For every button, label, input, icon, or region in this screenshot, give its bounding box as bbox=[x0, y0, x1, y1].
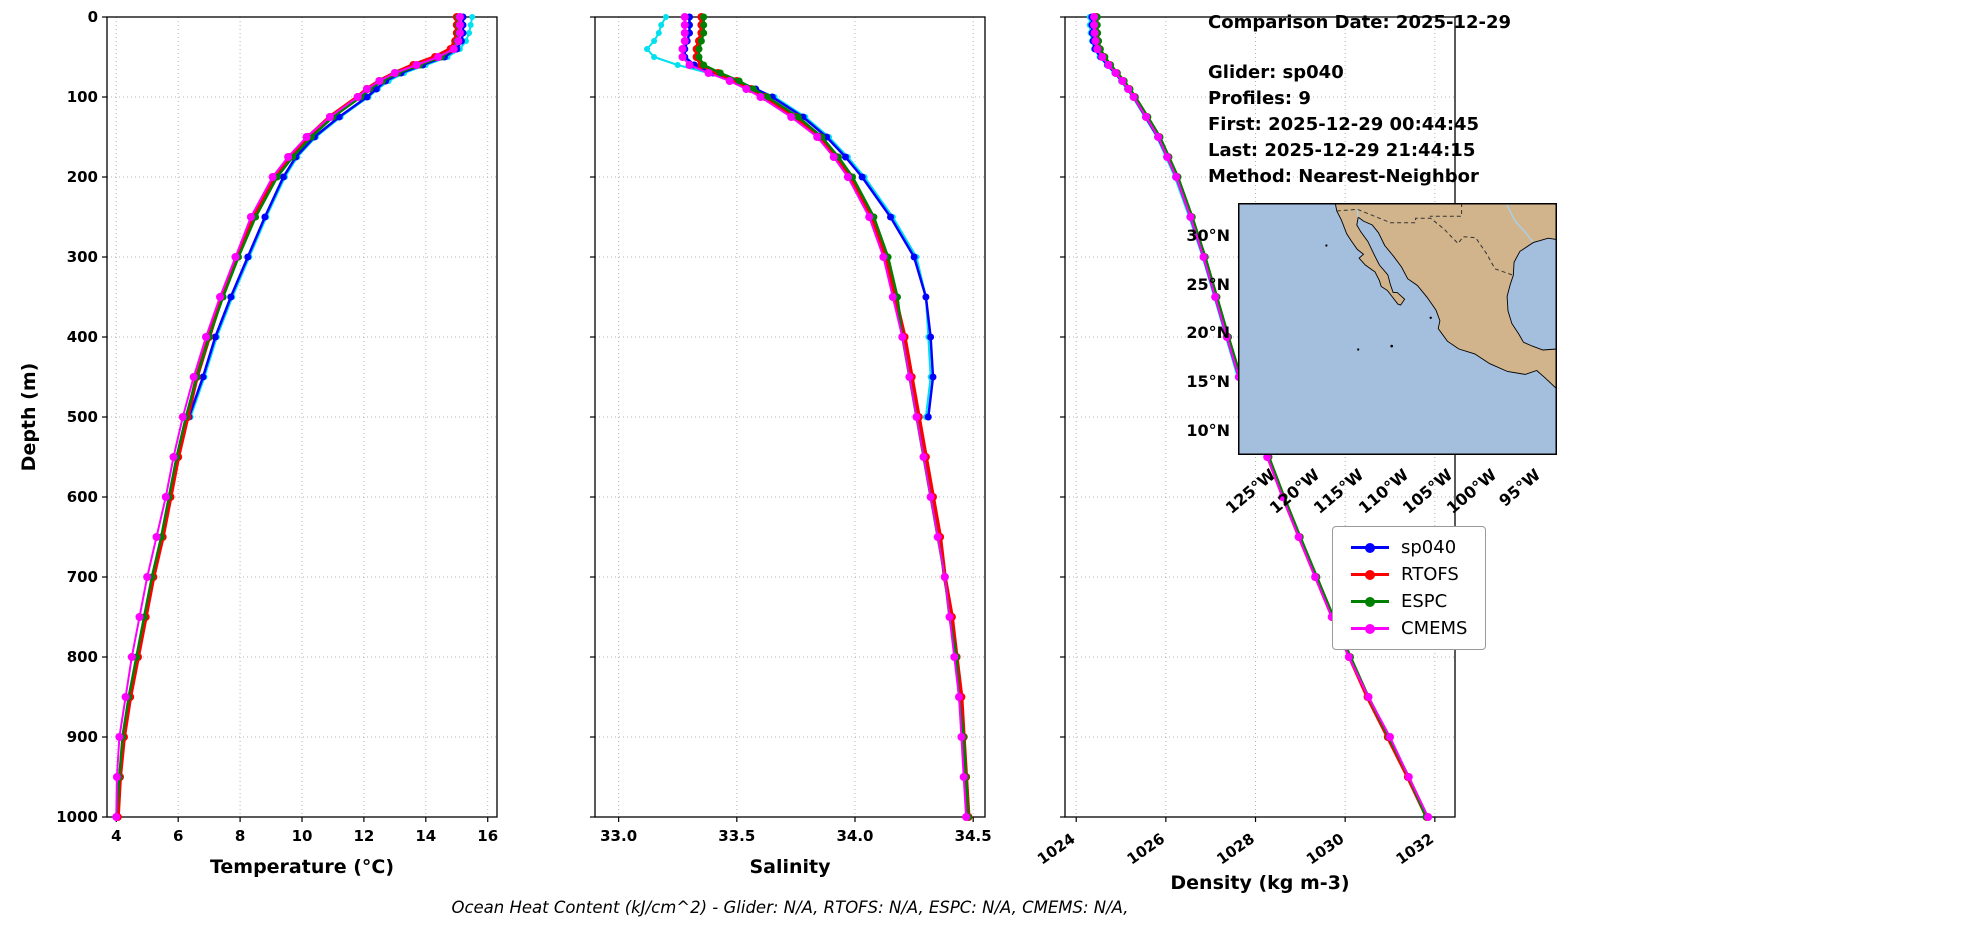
legend-label: CMEMS bbox=[1401, 618, 1468, 639]
svg-text:33.5: 33.5 bbox=[718, 827, 755, 845]
svg-text:Depth (m): Depth (m) bbox=[18, 363, 40, 472]
legend: sp040 RTOFS ESPC CMEMS bbox=[1332, 526, 1487, 650]
info-panel: Comparison Date: 2025-12-29 Glider: sp04… bbox=[1208, 10, 1511, 190]
legend-marker-dot bbox=[1365, 542, 1375, 553]
ocean-heat-content-note: Ocean Heat Content (kJ/cm^2) - Glider: N… bbox=[451, 898, 1129, 917]
legend-line-sample bbox=[1351, 623, 1389, 634]
map-lat-label: 20°N bbox=[1186, 323, 1230, 343]
legend-line-sample bbox=[1351, 569, 1389, 580]
info-spacer bbox=[1208, 36, 1511, 60]
map-lat-label: 25°N bbox=[1186, 274, 1230, 294]
map-frame bbox=[1238, 203, 1557, 455]
map-island bbox=[1325, 244, 1328, 247]
salinity-profile-chart: 33.0 33.5 34.0 34.5 Salinity bbox=[590, 13, 992, 878]
svg-text:100: 100 bbox=[67, 88, 98, 106]
svg-text:1030: 1030 bbox=[1303, 830, 1348, 869]
svg-text:300: 300 bbox=[67, 248, 98, 266]
svg-text:900: 900 bbox=[67, 728, 98, 746]
svg-text:400: 400 bbox=[67, 328, 98, 346]
svg-text:33.0: 33.0 bbox=[600, 827, 637, 845]
legend-line-sample bbox=[1351, 542, 1389, 553]
map-island bbox=[1357, 348, 1360, 351]
profiles-count: Profiles: 9 bbox=[1208, 88, 1311, 109]
map-island bbox=[1429, 316, 1432, 319]
first-profile-time: First: 2025-12-29 00:44:45 bbox=[1208, 114, 1480, 135]
legend-line-sample bbox=[1351, 596, 1389, 607]
svg-text:4: 4 bbox=[111, 827, 121, 845]
legend-marker-dot bbox=[1365, 596, 1375, 607]
svg-text:0: 0 bbox=[88, 8, 98, 26]
svg-text:16: 16 bbox=[477, 827, 498, 845]
svg-text:1028: 1028 bbox=[1213, 830, 1258, 869]
svg-text:800: 800 bbox=[67, 648, 98, 666]
legend-label: sp040 bbox=[1401, 537, 1457, 558]
svg-text:1024: 1024 bbox=[1034, 830, 1079, 869]
location-map bbox=[1238, 203, 1557, 455]
method: Method: Nearest-Neighbor bbox=[1208, 166, 1479, 187]
temperature-profile-chart: 4 6 8 10 12 14 16 0 100 200 300 400 500 600 700 800 900 1… bbox=[18, 8, 498, 878]
svg-text:12: 12 bbox=[353, 827, 374, 845]
map-lat-label: 30°N bbox=[1186, 225, 1230, 245]
legend-entry: sp040 bbox=[1337, 534, 1481, 561]
svg-text:700: 700 bbox=[67, 568, 98, 586]
svg-text:Density (kg m-3): Density (kg m-3) bbox=[1170, 872, 1349, 894]
legend-entry: ESPC bbox=[1337, 588, 1481, 615]
comparison-date: Comparison Date: 2025-12-29 bbox=[1208, 12, 1512, 33]
map-lat-label: 15°N bbox=[1186, 372, 1230, 392]
map-island bbox=[1390, 344, 1393, 348]
map-lat-label: 10°N bbox=[1186, 421, 1230, 441]
map-river bbox=[1356, 209, 1359, 218]
svg-text:Salinity: Salinity bbox=[749, 856, 831, 878]
map-river bbox=[1505, 203, 1534, 243]
svg-text:1000: 1000 bbox=[56, 808, 98, 826]
last-profile-time: Last: 2025-12-29 21:44:15 bbox=[1208, 140, 1476, 161]
map-land bbox=[1334, 203, 1557, 390]
legend-marker-dot bbox=[1365, 569, 1375, 580]
svg-text:1032: 1032 bbox=[1393, 830, 1438, 869]
svg-text:34.0: 34.0 bbox=[836, 827, 873, 845]
svg-text:Temperature (°C): Temperature (°C) bbox=[210, 856, 394, 878]
legend-entry: CMEMS bbox=[1337, 615, 1481, 642]
svg-text:10: 10 bbox=[292, 827, 313, 845]
svg-text:1026: 1026 bbox=[1124, 830, 1169, 869]
svg-text:500: 500 bbox=[67, 408, 98, 426]
svg-text:14: 14 bbox=[415, 827, 436, 845]
legend-marker-dot bbox=[1365, 623, 1375, 634]
glider-name: Glider: sp040 bbox=[1208, 62, 1344, 83]
svg-text:200: 200 bbox=[67, 168, 98, 186]
svg-text:34.5: 34.5 bbox=[955, 827, 992, 845]
legend-label: ESPC bbox=[1401, 591, 1448, 612]
svg-text:600: 600 bbox=[67, 488, 98, 506]
legend-label: RTOFS bbox=[1401, 564, 1459, 585]
svg-text:8: 8 bbox=[235, 827, 245, 845]
map-country-border-dashed bbox=[1336, 208, 1514, 276]
map-lon-label: 95°W bbox=[1495, 465, 1545, 511]
legend-entry: RTOFS bbox=[1337, 561, 1481, 588]
svg-text:6: 6 bbox=[173, 827, 183, 845]
